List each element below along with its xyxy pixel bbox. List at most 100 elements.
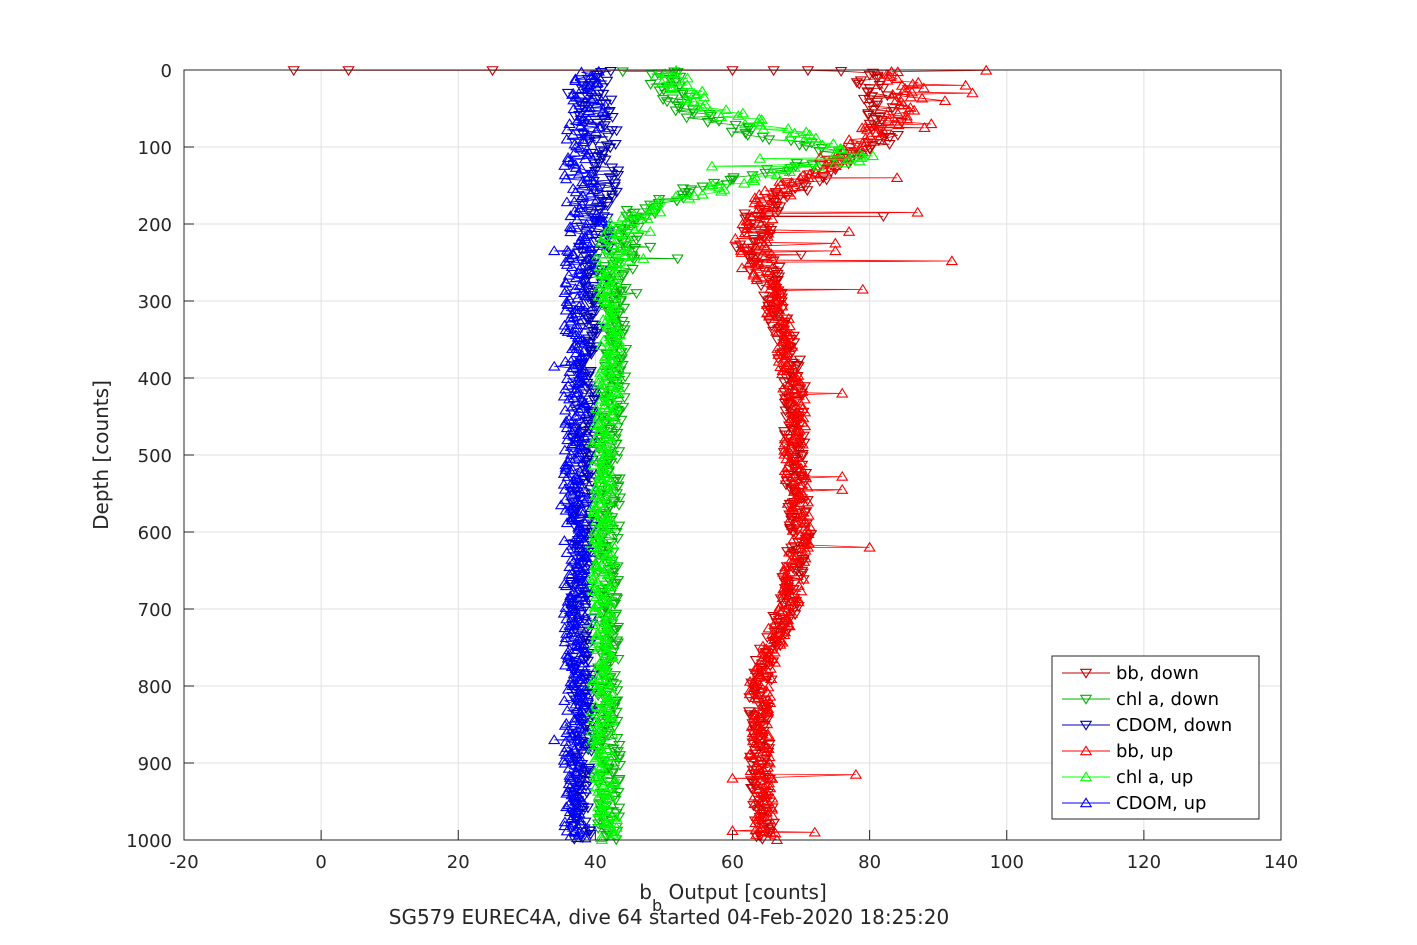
data-point: [577, 633, 591, 644]
data-point: [573, 202, 586, 213]
data-point: [626, 264, 639, 275]
data-point: [592, 445, 605, 456]
data-point: [830, 149, 843, 160]
data-point: [784, 189, 797, 200]
data-point: [605, 434, 618, 444]
data-point: [560, 124, 574, 135]
data-point: [603, 415, 616, 425]
data-point: [585, 86, 598, 96]
data-point: [595, 378, 608, 389]
data-point: [584, 242, 597, 253]
data-point: [764, 167, 778, 178]
data-point: [566, 439, 580, 450]
data-point: [602, 639, 615, 650]
data-point: [753, 669, 766, 680]
data-point: [900, 110, 913, 121]
data-point: [791, 545, 804, 556]
data-point: [573, 776, 586, 787]
data-point: [904, 91, 917, 102]
data-point: [750, 271, 763, 282]
data-point: [589, 529, 602, 540]
x-tick-label: 80: [858, 852, 881, 873]
data-point: [738, 227, 752, 238]
data-point: [576, 301, 589, 312]
data-point: [605, 652, 618, 662]
data-point: [766, 213, 779, 224]
data-point: [605, 484, 619, 495]
data-point: [564, 773, 577, 784]
data-point: [627, 215, 641, 226]
data-point: [570, 214, 584, 225]
data-point: [762, 777, 776, 788]
data-point: [586, 572, 599, 583]
data-point: [582, 113, 595, 124]
data-point: [603, 580, 616, 591]
x-tick-label: 40: [584, 852, 607, 873]
data-point: [610, 126, 623, 137]
data-point: [605, 408, 618, 419]
data-point: [572, 640, 585, 651]
x-axis-label-main: b: [639, 880, 652, 904]
data-point: [665, 81, 678, 92]
data-point: [567, 423, 581, 434]
data-point: [842, 134, 856, 144]
data-point: [578, 479, 591, 490]
data-point: [588, 431, 601, 442]
data-point: [618, 393, 631, 404]
data-point: [601, 810, 615, 821]
data-point: [816, 139, 829, 150]
data-point: [594, 493, 607, 504]
data-point: [758, 291, 771, 302]
data-point: [776, 303, 789, 314]
data-point: [788, 595, 802, 606]
data-point: [600, 550, 613, 561]
data-point: [786, 527, 800, 538]
data-point: [880, 68, 894, 79]
data-point: [743, 707, 756, 718]
data-point: [560, 648, 573, 659]
series-chl-a-up: [585, 64, 880, 844]
data-point: [597, 248, 610, 259]
data-point: [591, 561, 605, 572]
data-point: [567, 474, 580, 485]
data-point: [785, 329, 798, 339]
data-point: [612, 353, 626, 364]
data-point: [574, 256, 588, 267]
data-point: [578, 610, 591, 621]
data-point: [798, 393, 811, 404]
data-point: [799, 530, 813, 541]
data-point: [559, 736, 573, 746]
data-point: [792, 596, 805, 607]
legend-marker: [1079, 745, 1093, 756]
data-point: [585, 224, 599, 235]
data-point: [760, 795, 774, 805]
data-point: [763, 757, 776, 768]
data-point: [613, 521, 626, 532]
data-point: [602, 557, 616, 568]
data-point: [573, 353, 586, 364]
data-point: [588, 159, 602, 170]
data-point: [619, 283, 632, 294]
data-point: [581, 803, 595, 814]
data-point: [575, 314, 589, 324]
data-point: [863, 95, 876, 106]
data-point: [601, 374, 615, 385]
data-point: [766, 792, 779, 803]
x-tick-label: 120: [1127, 852, 1161, 873]
data-point: [750, 832, 763, 843]
data-point: [588, 753, 601, 764]
data-point: [639, 204, 652, 215]
x-tick-label: 20: [447, 852, 470, 873]
data-point: [653, 86, 666, 97]
data-point: [863, 541, 876, 552]
data-point: [605, 175, 618, 186]
data-point: [599, 637, 612, 648]
data-point: [776, 592, 789, 603]
data-point: [803, 168, 817, 179]
data-point: [593, 815, 606, 826]
data-point: [612, 776, 626, 787]
data-point: [586, 437, 599, 448]
data-point: [752, 233, 765, 244]
x-axis-label: bb Output [counts]: [639, 880, 827, 915]
